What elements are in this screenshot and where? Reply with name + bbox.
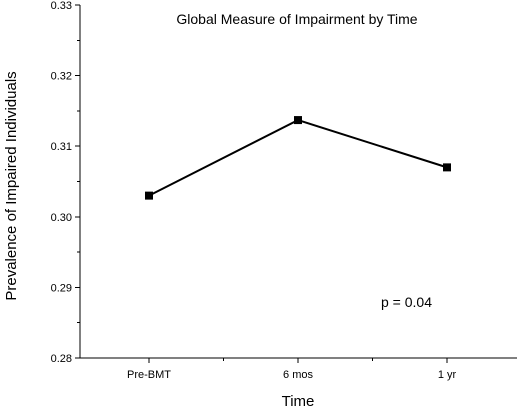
- plot-area: 0.28 0.29 0.30 0.31 0.32 0.33 Pre-BMT 6 mos 1 yr: [51, 0, 517, 381]
- series-line: [148, 119, 448, 197]
- x-tick-label: 1 yr: [438, 369, 457, 381]
- y-tick-label: 0.30: [51, 212, 72, 224]
- x-tick-label: 6 mos: [283, 369, 313, 381]
- y-axis-label: Prevalence of Impaired Individuals: [3, 71, 20, 300]
- x-tick-label: Pre-BMT: [127, 369, 171, 381]
- data-point-marker: [443, 163, 451, 172]
- y-tick-label: 0.33: [51, 0, 72, 12]
- y-tick-label: 0.28: [51, 353, 72, 365]
- chart-title: Global Measure of Impairment by Time: [176, 11, 417, 27]
- y-tick-label: 0.29: [51, 282, 72, 294]
- p-value-annotation: p = 0.04: [381, 294, 432, 310]
- x-axis-label: Time: [282, 393, 315, 409]
- data-point-marker: [145, 191, 153, 200]
- y-tick-label: 0.31: [51, 141, 72, 153]
- y-tick-label: 0.32: [51, 71, 72, 83]
- data-point-marker: [294, 116, 302, 125]
